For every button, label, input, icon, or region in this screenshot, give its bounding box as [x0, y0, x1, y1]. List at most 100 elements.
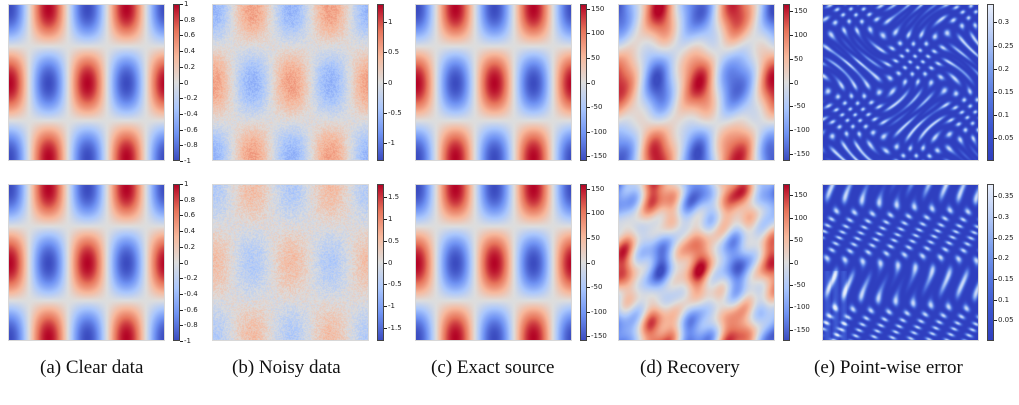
colorbar-tick-label: 0 [794, 79, 799, 87]
colorbar-tick-label: 0.1 [998, 111, 1010, 119]
colorbar-tick-mark [180, 20, 183, 21]
colorbar-tick-label: -0.6 [184, 306, 198, 314]
colorbar-tick-mark [180, 83, 183, 84]
colorbar-tick-label: 100 [794, 214, 808, 222]
heatmap-row-2-d [618, 184, 775, 341]
colorbar-tick-mark [790, 195, 793, 196]
colorbar-tick-mark [384, 284, 387, 285]
heatmap-row-2-b [212, 184, 369, 341]
colorbar-tick-mark [587, 263, 590, 264]
colorbar-tick-mark [180, 294, 183, 295]
colorbar-tick-label: 0.8 [184, 196, 196, 204]
colorbar-row-2-c [580, 184, 587, 341]
heatmap-canvas [9, 5, 164, 160]
colorbar-tick-mark [384, 241, 387, 242]
colorbar-tick-mark [180, 67, 183, 68]
caption-e: (e) Point-wise error [814, 357, 963, 378]
colorbar-tick-mark [790, 154, 793, 155]
colorbar-tick-label: 0.6 [184, 211, 196, 219]
colorbar-tick-label: -0.4 [184, 110, 198, 118]
colorbar-tick-mark [790, 240, 793, 241]
colorbar-row-2-e [987, 184, 994, 341]
colorbar-row-1-c [580, 4, 587, 161]
colorbar-tick-mark [994, 258, 997, 259]
colorbar-tick-mark [790, 263, 793, 264]
heatmap-canvas [416, 5, 571, 160]
colorbar-tick-mark [994, 46, 997, 47]
colorbar-tick-mark [384, 52, 387, 53]
colorbar-tick-mark [994, 300, 997, 301]
colorbar-tick-label: -100 [794, 126, 810, 134]
colorbar-tick-mark [587, 287, 590, 288]
colorbar-tick-label: -150 [794, 326, 810, 334]
colorbar-tick-label: 0.8 [184, 16, 196, 24]
heatmap-canvas [416, 185, 571, 340]
colorbar-tick-label: 50 [794, 236, 803, 244]
colorbar-tick-mark [994, 115, 997, 116]
colorbar-tick-label: -0.5 [388, 280, 402, 288]
colorbar-tick-label: 50 [591, 54, 600, 62]
colorbar-tick-label: -0.8 [184, 141, 198, 149]
colorbar-row-1-e [987, 4, 994, 161]
colorbar-tick-mark [180, 114, 183, 115]
colorbar-tick-mark [587, 336, 590, 337]
heatmap-row-2-c [415, 184, 572, 341]
colorbar-tick-mark [180, 325, 183, 326]
colorbar-tick-label: 0.35 [998, 192, 1014, 200]
colorbar-tick-mark [994, 69, 997, 70]
colorbar-tick-mark [587, 189, 590, 190]
colorbar-tick-mark [790, 11, 793, 12]
colorbar-tick-label: 1 [388, 18, 393, 26]
colorbar-tick-mark [994, 279, 997, 280]
colorbar-tick-label: -100 [591, 308, 607, 316]
colorbar-row-2-b [377, 184, 384, 341]
colorbar-tick-label: 0.3 [998, 18, 1010, 26]
colorbar-tick-label: 100 [794, 31, 808, 39]
heatmap-canvas [213, 5, 368, 160]
colorbar-tick-label: -1 [388, 139, 395, 147]
colorbar-tick-mark [384, 143, 387, 144]
colorbar-tick-mark [384, 113, 387, 114]
heatmap-canvas [213, 185, 368, 340]
colorbar-tick-label: 0 [184, 259, 189, 267]
colorbar-tick-label: -1 [184, 337, 191, 345]
colorbar-tick-label: 0.05 [998, 316, 1014, 324]
colorbar-tick-label: 1.5 [388, 193, 400, 201]
colorbar-tick-label: 0.6 [184, 31, 196, 39]
colorbar-tick-mark [587, 33, 590, 34]
colorbar-row-1-d [783, 4, 790, 161]
colorbar-tick-label: -50 [591, 283, 603, 291]
colorbar-tick-mark [790, 285, 793, 286]
heatmap-row-1-b [212, 4, 369, 161]
colorbar-tick-mark [587, 9, 590, 10]
colorbar-tick-mark [587, 156, 590, 157]
colorbar-tick-label: -0.2 [184, 94, 198, 102]
colorbar-tick-label: 50 [794, 55, 803, 63]
colorbar-row-2-d [783, 184, 790, 341]
colorbar-tick-label: 0.2 [998, 254, 1010, 262]
colorbar-tick-label: 0.4 [184, 227, 196, 235]
colorbar-tick-mark [180, 161, 183, 162]
colorbar-tick-mark [384, 263, 387, 264]
colorbar-tick-label: -150 [794, 150, 810, 158]
colorbar-tick-mark [790, 218, 793, 219]
colorbar-tick-label: 150 [794, 191, 808, 199]
colorbar-tick-mark [180, 130, 183, 131]
colorbar-tick-mark [180, 215, 183, 216]
heatmap-row-2-e [822, 184, 979, 341]
colorbar-tick-mark [180, 310, 183, 311]
colorbar-tick-label: 50 [591, 234, 600, 242]
colorbar-tick-mark [384, 219, 387, 220]
colorbar-tick-label: 0.2 [998, 65, 1010, 73]
colorbar-tick-mark [790, 130, 793, 131]
heatmap-canvas [823, 5, 978, 160]
colorbar-tick-label: 0 [388, 259, 393, 267]
colorbar-tick-label: 150 [591, 185, 605, 193]
colorbar-tick-mark [180, 98, 183, 99]
colorbar-tick-mark [180, 4, 183, 5]
colorbar-tick-label: 0.25 [998, 234, 1014, 242]
colorbar-tick-mark [790, 330, 793, 331]
colorbar-tick-mark [587, 132, 590, 133]
colorbar-tick-label: -0.2 [184, 274, 198, 282]
colorbar-tick-label: 0 [388, 79, 393, 87]
